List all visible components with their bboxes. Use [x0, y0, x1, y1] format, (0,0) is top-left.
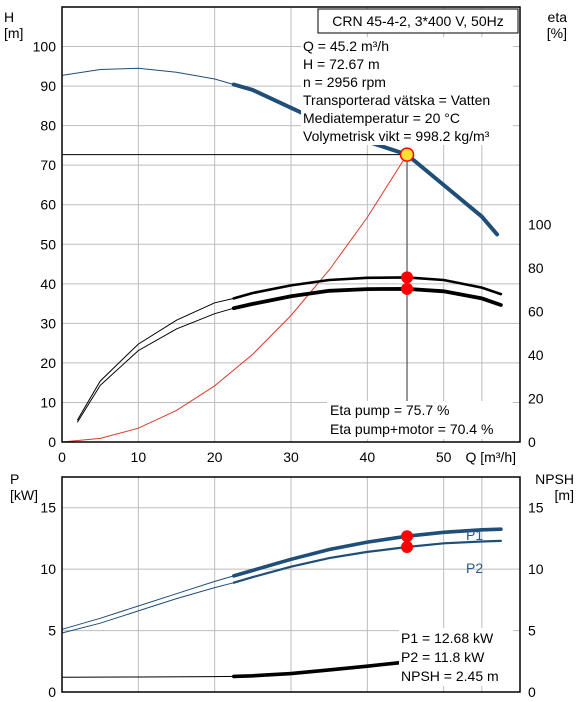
duty-point-marker: [399, 147, 415, 162]
left-tick-label: 10: [40, 394, 56, 410]
power-axis-label: P [kW]: [10, 471, 38, 503]
npsh-tick-label: 0: [528, 684, 536, 700]
x-tick-label: 40: [360, 449, 376, 465]
duty-info-line: n = 2956 rpm: [303, 74, 386, 90]
x-tick-label: 30: [283, 449, 299, 465]
npsh-tick-label: 15: [528, 500, 544, 516]
left-axis-label: H [m]: [4, 9, 23, 41]
duty-info-line: Mediatemperatur = 20 °C: [303, 110, 460, 126]
p1-series-label: P1: [466, 527, 483, 543]
eta-pump-curve-operating: [232, 276, 503, 300]
left-tick-label: 90: [40, 78, 56, 94]
power-marker: [401, 530, 414, 543]
right-tick-label: 60: [528, 304, 544, 320]
left-tick-label: 50: [40, 236, 56, 252]
head-efficiency-panel: 0 10 20 30 40 50 60 70 80 90 100 0 20 40 60 80 100 0 10 20 3…: [4, 6, 567, 465]
right-tick-label: 20: [528, 391, 544, 407]
duty-info-line: H = 72.67 m: [303, 56, 380, 72]
power-tick-label: 0: [48, 684, 56, 700]
p2-curve-full: [61, 540, 501, 634]
eta-pump-motor-curve-operating: [231, 286, 503, 311]
npsh-tick-label: 5: [528, 623, 536, 639]
efficiency-marker: [401, 271, 414, 284]
p2-curve-operating: [232, 539, 502, 584]
left-tick-label: 70: [40, 157, 56, 173]
left-tick-label: 30: [40, 315, 56, 331]
duty-info-line: Volymetrisk vikt = 998.2 kg/m³: [303, 128, 490, 144]
right-tick-label: 80: [528, 260, 544, 276]
left-tick-label: 40: [40, 276, 56, 292]
title-box: [317, 8, 519, 34]
info-bg: [301, 127, 513, 145]
info-bg: [301, 73, 513, 91]
right-axis-label: eta [%]: [547, 9, 567, 41]
efficiency-marker: [401, 282, 414, 295]
top-frame: [61, 6, 521, 443]
npsh-tick-label: 10: [528, 561, 544, 577]
npsh-axis-label: NPSH [m]: [535, 471, 574, 503]
left-tick-label: 60: [40, 197, 56, 213]
duty-info-line: Q = 45.2 m³/h: [303, 38, 389, 54]
power-tick-label: 15: [40, 500, 56, 516]
eta-info-line: Eta pump = 75.7 %: [330, 402, 449, 418]
eta-info-bg: [327, 401, 513, 439]
npsh-curve-operating: [232, 660, 409, 679]
info-bg: [301, 91, 513, 109]
x-tick-label: 0: [58, 449, 66, 465]
right-tick-label: 100: [528, 217, 552, 233]
power-info-bg: [399, 628, 513, 686]
left-tick-label: 0: [48, 434, 56, 450]
system-curve: [61, 154, 408, 443]
left-tick-label: 20: [40, 355, 56, 371]
eta-info-line: Eta pump+motor = 70.4 %: [330, 421, 493, 437]
power-marker: [401, 541, 414, 554]
info-bg: [301, 37, 513, 55]
power-tick-label: 5: [48, 623, 56, 639]
x-tick-label: 10: [131, 449, 147, 465]
info-bg: [301, 109, 513, 127]
duty-info-line: Transporterad vätska = Vatten: [303, 92, 490, 108]
x-tick-label: 20: [207, 449, 223, 465]
info-bg: [301, 55, 513, 73]
power-info-line: P1 = 12.68 kW: [401, 630, 494, 646]
bottom-frame: [61, 476, 521, 693]
power-tick-label: 10: [40, 561, 56, 577]
power-info-line: P2 = 11.8 kW: [401, 649, 485, 665]
x-axis-label: Q [m³/h]: [465, 449, 516, 465]
x-tick-label: 50: [436, 449, 452, 465]
left-tick-label: 80: [40, 118, 56, 134]
p1-curve-operating: [232, 527, 503, 578]
right-tick-label: 40: [528, 347, 544, 363]
left-tick-label: 100: [33, 39, 57, 55]
power-info-line: NPSH = 2.45 m: [401, 668, 499, 684]
right-tick-label: 0: [528, 434, 536, 450]
p2-series-label: P2: [466, 560, 483, 576]
chart-title: CRN 45-4-2, 3*400 V, 50Hz: [332, 13, 503, 29]
